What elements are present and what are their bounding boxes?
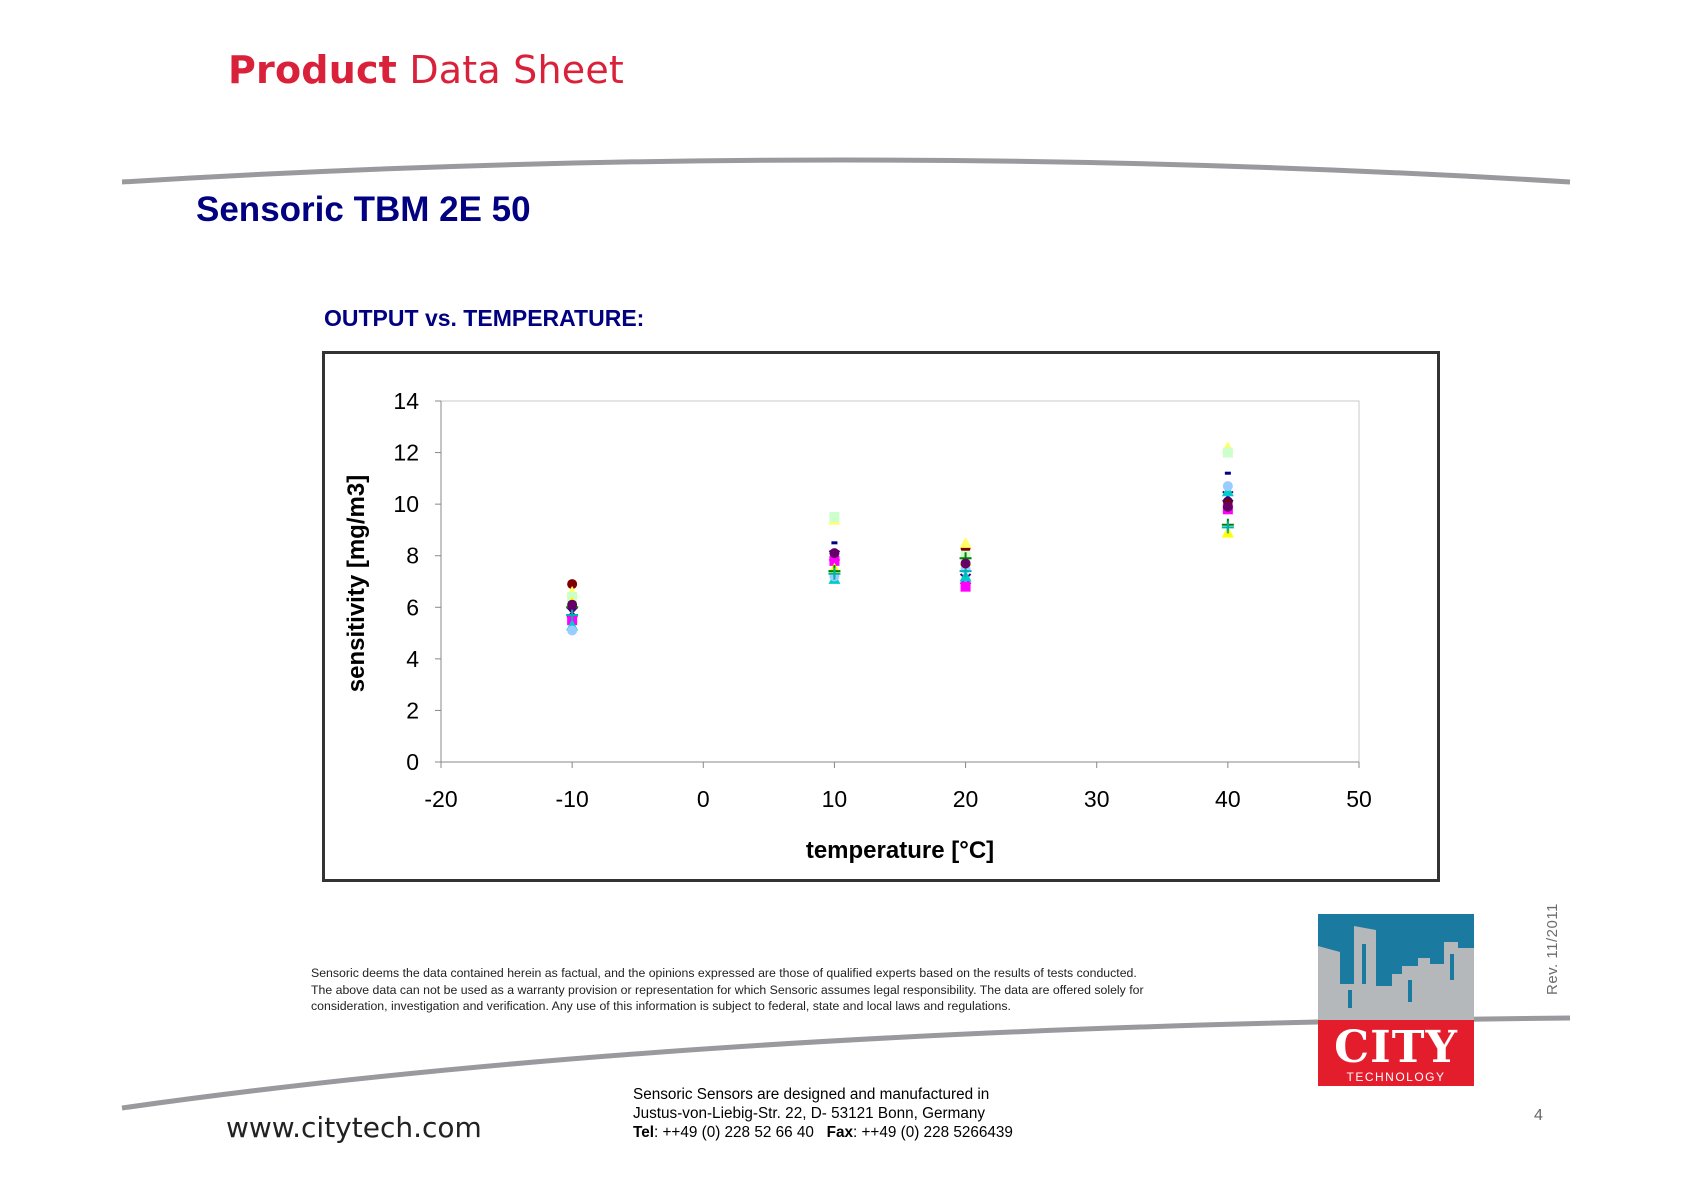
plot-area xyxy=(440,400,1360,763)
data-point-square xyxy=(1222,447,1233,458)
data-point-square xyxy=(829,512,840,523)
x-tick-label: 40 xyxy=(1215,786,1241,812)
revision-date: Rev. 11/2011 xyxy=(1544,903,1561,995)
y-axis-label: sensitivity [mg/m3] xyxy=(343,475,370,692)
data-point-square xyxy=(960,581,971,592)
logo-technology-text: TECHNOLOGY xyxy=(1346,1070,1446,1084)
logo-city-text: CITY xyxy=(1334,1022,1458,1073)
x-tick-label: 10 xyxy=(822,786,848,812)
data-point-circle xyxy=(1222,501,1233,512)
data-point-dash xyxy=(1224,471,1231,475)
y-tick-label: 14 xyxy=(393,388,419,414)
y-tick-label: 12 xyxy=(393,440,419,466)
data-point-circle xyxy=(567,599,578,610)
data-point-circle xyxy=(1222,481,1233,492)
tel-value: : ++49 (0) 228 52 66 40 xyxy=(653,1124,814,1141)
x-tick-label: 0 xyxy=(697,786,710,812)
section-title: OUTPUT vs. TEMPERATURE: xyxy=(324,305,645,331)
fax-value: : ++49 (0) 228 5266439 xyxy=(852,1124,1013,1141)
data-point-circle xyxy=(960,558,971,569)
y-tick-label: 8 xyxy=(406,543,419,569)
contact-line: Tel: ++49 (0) 228 52 66 40 Fax: ++49 (0)… xyxy=(633,1123,1013,1142)
header-title-bold: Product xyxy=(228,48,398,92)
y-tick-label: 2 xyxy=(406,697,419,723)
x-tick-label: -10 xyxy=(556,786,589,812)
x-tick-label: 50 xyxy=(1346,786,1372,812)
page-header-title: Product Data Sheet xyxy=(228,48,624,92)
output-vs-temperature-chart: 0 2 4 6 8 10 12 14 -20 -10 0 10 20 30 40 50 temperature … xyxy=(343,388,1372,864)
x-tick-label: 30 xyxy=(1084,786,1110,812)
disclaimer-line-2: The above data can not be used as a warr… xyxy=(311,982,1144,997)
chart-frame: 0 2 4 6 8 10 12 14 -20 -10 0 10 20 30 40 50 temperature … xyxy=(322,351,1440,882)
x-tick-label: -20 xyxy=(424,786,457,812)
data-point-dash xyxy=(831,541,838,545)
data-point-circle xyxy=(829,548,840,559)
data-point-circle xyxy=(567,625,578,636)
skyline-icon xyxy=(1318,914,1474,1020)
company-address: Sensoric Sensors are designed and manufa… xyxy=(633,1085,1013,1142)
website-link[interactable]: www.citytech.com xyxy=(226,1111,482,1144)
y-tick-label: 4 xyxy=(406,646,419,672)
data-point-plus xyxy=(1221,521,1234,534)
data-point-plus xyxy=(828,567,841,580)
data-point-triangle xyxy=(959,536,972,548)
page-number: 4 xyxy=(1534,1107,1543,1124)
product-name: Sensoric TBM 2E 50 xyxy=(196,190,531,229)
data-point-circle xyxy=(567,579,578,590)
logo-red-band: CITY TECHNOLOGY xyxy=(1318,1020,1474,1086)
fax-label: Fax xyxy=(826,1124,853,1141)
header-title-light: Data Sheet xyxy=(409,48,625,92)
y-tick-label: 0 xyxy=(406,749,419,775)
y-tick-label: 10 xyxy=(393,491,419,517)
x-axis-label: temperature [°C] xyxy=(806,837,994,864)
y-tick-label: 6 xyxy=(406,594,419,620)
disclaimer: Sensoric deems the data contained herein… xyxy=(311,965,1301,1015)
data-point-square xyxy=(829,555,840,566)
city-technology-logo: CITY TECHNOLOGY xyxy=(1318,914,1474,1086)
address-line-1: Sensoric Sensors are designed and manufa… xyxy=(633,1086,990,1103)
tel-label: Tel xyxy=(633,1124,654,1141)
data-point-plus xyxy=(566,609,579,622)
disclaimer-line-3: consideration, investigation and verific… xyxy=(311,999,1011,1013)
disclaimer-line-1: Sensoric deems the data contained herein… xyxy=(311,966,1137,980)
address-line-2: Justus-von-Liebig-Str. 22, D- 53121 Bonn… xyxy=(633,1105,986,1122)
x-tick-label: 20 xyxy=(953,786,979,812)
